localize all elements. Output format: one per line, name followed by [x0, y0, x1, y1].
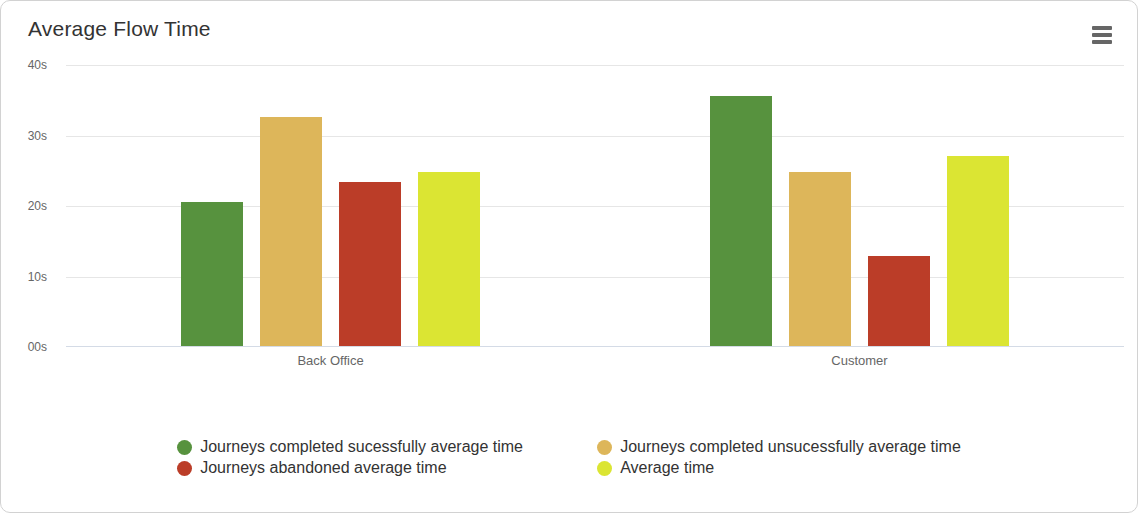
legend-item[interactable]: Journeys completed unsucessfully average…	[597, 437, 961, 457]
bar-group-customer	[595, 65, 1124, 346]
legend-marker-circle-icon	[597, 461, 612, 476]
chart-context-menu-button[interactable]	[1089, 23, 1115, 47]
legend-marker-circle-icon	[177, 440, 192, 455]
x-axis-label: Customer	[595, 353, 1124, 368]
y-axis-label: 30s	[1, 129, 47, 143]
y-axis-label: 20s	[1, 199, 47, 213]
bar[interactable]	[339, 182, 401, 346]
y-axis: 40s30s20s10s00s	[1, 65, 47, 347]
bar[interactable]	[868, 256, 930, 346]
y-axis-label: 10s	[1, 270, 47, 284]
bar[interactable]	[710, 96, 772, 346]
y-axis-label: 00s	[1, 340, 47, 354]
legend-label: Average time	[620, 459, 714, 477]
chart-plot-region: 40s30s20s10s00s	[1, 65, 1137, 347]
chart-title: Average Flow Time	[28, 17, 211, 41]
legend-label: Journeys abandoned average time	[200, 459, 446, 477]
legend: Journeys completed sucessfully average t…	[1, 437, 1137, 478]
chart-card: Average Flow Time 40s 30s 20s 10s 00s Back O…	[0, 0, 1138, 513]
legend-marker-circle-icon	[177, 461, 192, 476]
x-axis-label: Back Office	[66, 353, 595, 368]
legend-label: Journeys completed unsucessfully average…	[620, 438, 961, 456]
bar-group-back-office	[66, 65, 595, 346]
y-axis-label: 40s	[1, 58, 47, 72]
bar[interactable]	[947, 156, 1009, 346]
bar[interactable]	[260, 117, 322, 346]
x-axis: Back OfficeCustomer	[66, 353, 1124, 368]
legend-grid: Journeys completed sucessfully average t…	[177, 437, 961, 478]
legend-marker-circle-icon	[597, 440, 612, 455]
bar[interactable]	[181, 202, 243, 346]
legend-label: Journeys completed sucessfully average t…	[200, 438, 523, 456]
legend-item[interactable]: Average time	[597, 458, 961, 478]
bar[interactable]	[418, 172, 480, 346]
bar[interactable]	[789, 172, 851, 346]
legend-item[interactable]: Journeys completed sucessfully average t…	[177, 437, 597, 457]
legend-item[interactable]: Journeys abandoned average time	[177, 458, 597, 478]
plot-area	[66, 65, 1124, 347]
